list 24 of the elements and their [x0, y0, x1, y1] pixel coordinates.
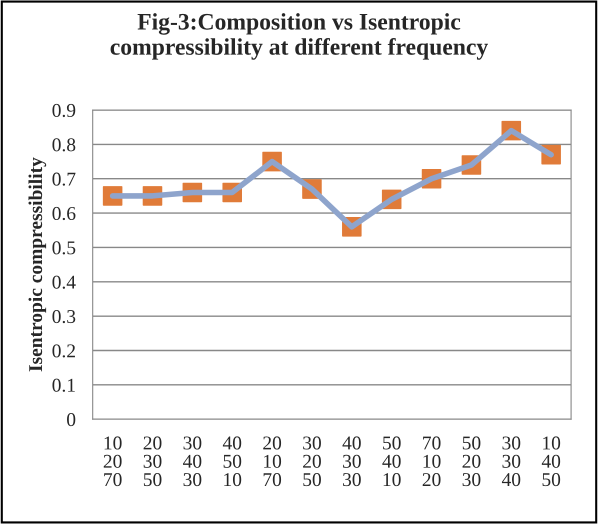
y-tick-label: 0.4: [52, 276, 76, 289]
y-tick-label: 0.8: [52, 138, 76, 152]
x-tick-label: 10 40 50: [542, 436, 560, 486]
x-tick-label: 10 20 70: [104, 436, 122, 486]
y-tick-label: 0.7: [52, 172, 76, 186]
x-tick-label: 20 10 70: [263, 436, 282, 486]
x-tick-label: 50 40 10: [382, 436, 401, 486]
x-tick-label: 50 20 30: [462, 436, 480, 486]
x-tick-label: 40 50 10: [222, 436, 242, 486]
x-tick-label: 30 20 50: [303, 436, 321, 486]
x-tick-label: 20 30 50: [144, 436, 162, 486]
x-tick-label: 30 40 30: [183, 436, 202, 486]
y-tick-label: 0.2: [52, 344, 75, 358]
y-tick-label: 0.6: [52, 206, 76, 220]
x-tick-label: 40 30 30: [342, 436, 361, 486]
x-tick-label: 70 10 20: [422, 436, 441, 486]
chart-title: Fig-3:Composition vs Isentropic compressibility at different frequency: [110, 13, 488, 60]
y-tick-label: 0.3: [52, 310, 76, 324]
y-tick-label: 0.1: [52, 378, 75, 392]
y-tick-label: 0.5: [52, 241, 76, 254]
y-tick-label: 0.9: [52, 104, 76, 118]
y-tick-label: 0: [67, 413, 76, 426]
x-tick-label: 30 30 40: [502, 436, 520, 486]
y-axis-title: Isentropic compressibility: [28, 157, 46, 372]
